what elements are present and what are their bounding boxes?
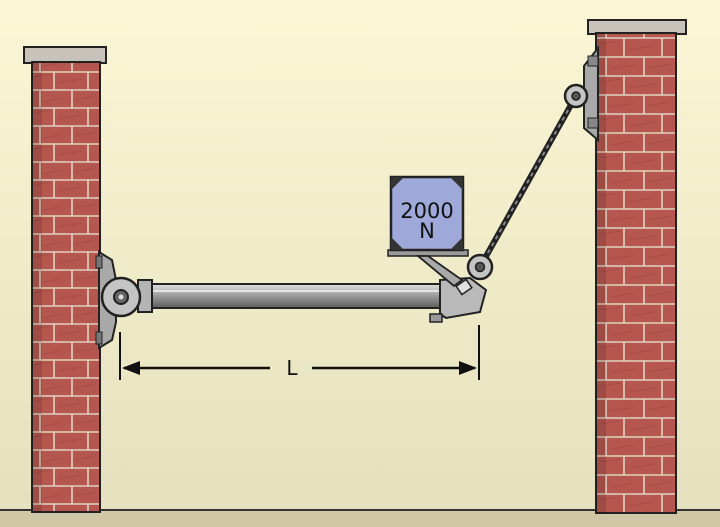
ground-line xyxy=(0,509,720,527)
left-pillar-body xyxy=(31,61,101,513)
right-wall-bracket xyxy=(563,45,599,143)
right-pillar-cap xyxy=(587,19,687,35)
dimension-line: L xyxy=(119,325,480,380)
load-value: 2000 xyxy=(400,199,453,223)
left-pillar xyxy=(23,46,107,513)
load-support xyxy=(387,249,469,288)
beam xyxy=(137,276,488,323)
beam-cable-joint xyxy=(466,253,494,281)
right-pillar xyxy=(587,19,687,514)
left-pin-joint xyxy=(100,276,142,318)
beam-tube xyxy=(145,283,453,309)
left-pillar-cap xyxy=(23,46,107,64)
dimension-label: L xyxy=(286,356,298,380)
right-pillar-body xyxy=(595,32,677,514)
dimension-arrow-right xyxy=(459,361,477,375)
cable xyxy=(477,93,579,270)
dimension-arrow-left xyxy=(122,361,140,375)
load-box: 2000 N xyxy=(389,175,465,252)
load-unit: N xyxy=(419,219,435,243)
